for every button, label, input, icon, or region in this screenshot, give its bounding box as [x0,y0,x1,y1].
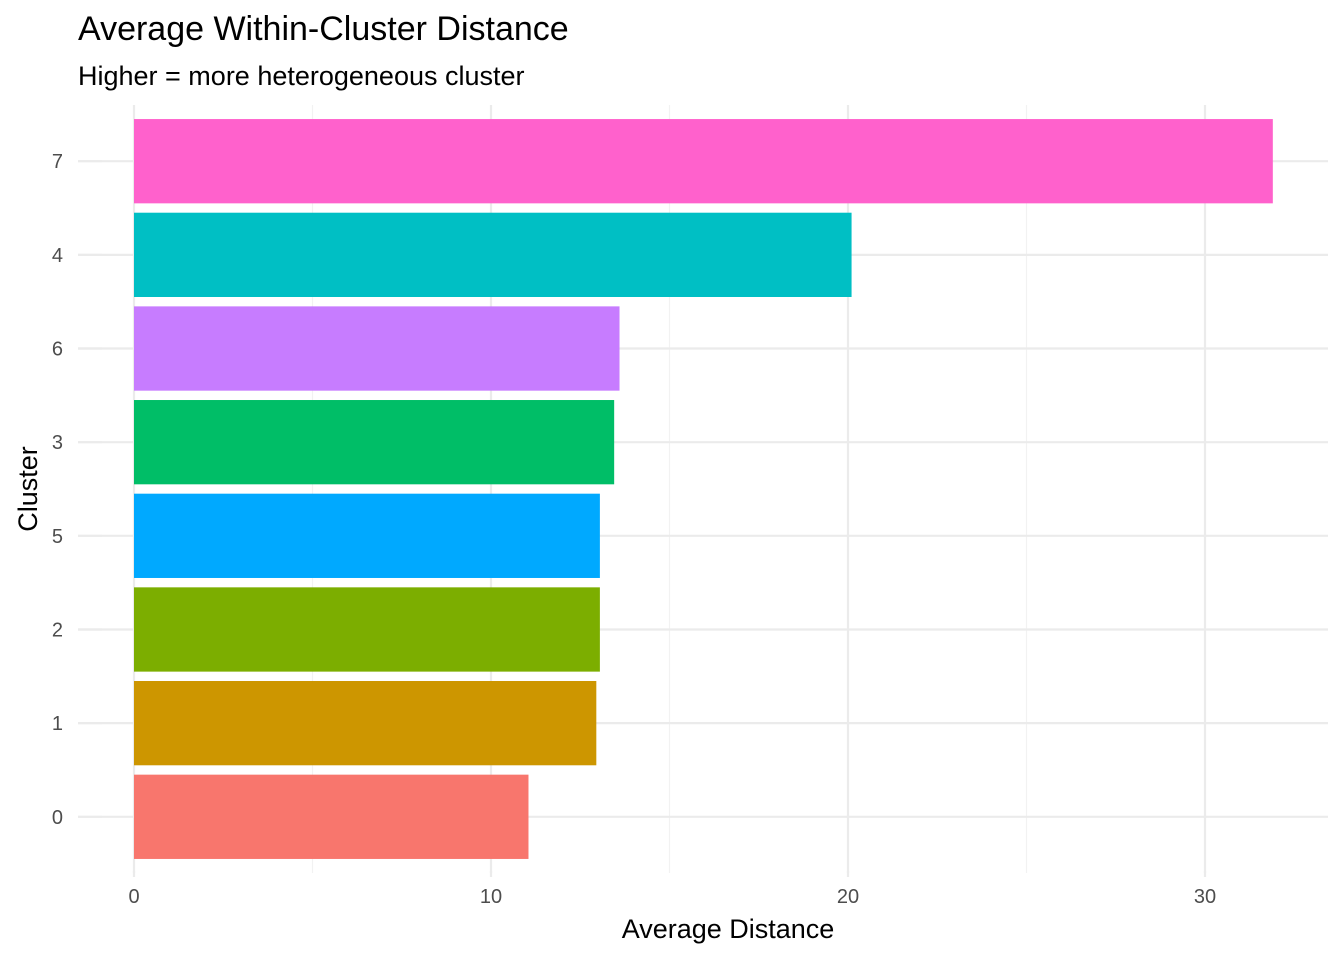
y-tick-label: 5 [52,526,63,548]
bar-cluster-1 [134,681,597,766]
chart-title: Average Within-Cluster Distance [78,10,569,48]
bar-cluster-4 [134,212,852,297]
x-tick-label: 20 [837,886,859,908]
x-tick-label: 0 [128,886,139,908]
y-tick-label: 3 [52,432,63,454]
y-tick-label: 0 [52,807,63,829]
y-tick-label: 1 [52,713,63,735]
bar-cluster-2 [134,587,600,672]
x-axis: 0 10 20 30 [128,871,1216,908]
y-axis: 7 4 6 3 5 2 1 0 [52,151,102,829]
y-tick-label: 6 [52,339,63,361]
bar-cluster-3 [134,400,615,485]
y-axis-title: Cluster [13,446,43,532]
bar-cluster-0 [134,774,529,859]
x-axis-title: Average Distance [622,914,835,944]
x-tick-label: 10 [480,886,502,908]
x-tick-label: 30 [1194,886,1216,908]
y-tick-label: 4 [52,245,63,267]
bar-cluster-5 [134,493,600,578]
chart-subtitle: Higher = more heterogeneous cluster [78,61,525,91]
bar-cluster-7 [134,119,1273,204]
bar-cluster-6 [134,306,620,391]
bars [134,119,1273,859]
y-tick-label: 7 [52,151,63,173]
y-tick-label: 2 [52,619,63,641]
